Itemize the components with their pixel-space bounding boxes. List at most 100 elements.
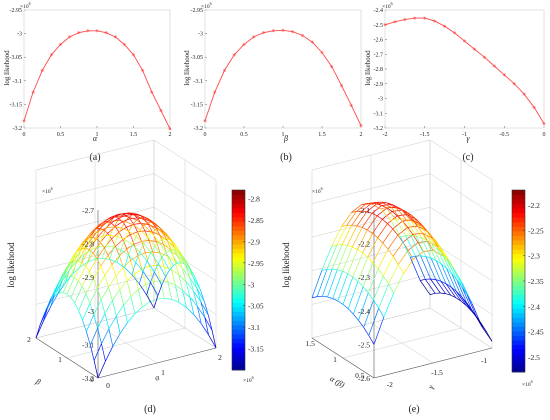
pe-colorbar-segment <box>512 340 525 346</box>
pe-mesh-line <box>373 317 385 345</box>
pe-colorbar-segment <box>512 240 525 245</box>
pe-mesh-line <box>321 268 328 271</box>
pe-mesh-line <box>461 296 467 304</box>
pd-colorbar-tick-label: -3.05 <box>248 302 264 311</box>
pe-mesh-line <box>390 207 402 220</box>
pe-colorbar-tick-label: -2.35 <box>528 277 544 286</box>
pd-mesh-line <box>137 231 142 242</box>
pe-colorbar-segment <box>512 262 525 268</box>
pe-mesh-line <box>352 252 364 278</box>
pe-mesh-line <box>486 332 493 342</box>
pd-mesh-line <box>200 301 209 316</box>
pd-mesh-line <box>107 255 113 265</box>
pd-mesh-line <box>100 255 109 267</box>
pd-mesh-line <box>157 256 163 264</box>
pd-mesh-line <box>170 249 176 262</box>
pe-mesh-line <box>391 211 398 217</box>
panel-e-caption: (e) <box>408 404 419 415</box>
pd-mesh-line <box>173 243 179 250</box>
pd-mesh-line <box>150 252 159 264</box>
pd-mesh-line <box>140 217 148 224</box>
panel-b-data-point <box>203 119 207 123</box>
pe-colorbar-segment <box>512 271 525 277</box>
pd-mesh-line <box>139 251 148 262</box>
pe-colorbar-segment <box>512 367 525 373</box>
pe-mesh-line <box>407 214 418 221</box>
pe-mesh-line <box>376 202 387 209</box>
pe-mesh-line <box>357 229 368 250</box>
pd-mesh-line <box>74 277 79 282</box>
pe-colorbar-segment <box>512 358 525 364</box>
pd-mesh-line <box>117 220 126 222</box>
pd-colorbar-segment <box>232 212 245 218</box>
pe-colorbar-segment <box>512 258 525 264</box>
panel-a-data-point <box>104 31 108 35</box>
pe-mesh-line <box>405 235 416 257</box>
panel-a-data-point <box>131 53 136 57</box>
pd-mesh-line <box>138 284 146 290</box>
svg-text:×106: ×106 <box>42 186 53 195</box>
pe-mesh-line <box>351 211 357 214</box>
panel-e-zlabel: log likehood <box>281 242 291 288</box>
pe-ztick-label: -2.6 <box>358 374 370 383</box>
pe-mesh-line <box>337 300 344 305</box>
pd-mesh-line <box>86 331 91 346</box>
pe-mesh-line <box>401 209 412 222</box>
pe-colorbar-segment <box>512 190 525 195</box>
pe-colorbar-tick-label: -2.2 <box>528 201 540 210</box>
pe-colorbar-segment <box>512 203 525 209</box>
pe-mesh-line <box>426 231 438 248</box>
pd-colorbar-segment <box>232 316 245 321</box>
pe-mesh-line <box>357 257 369 282</box>
pd-colorbar-segment <box>232 289 245 294</box>
svg-text:×106: ×106 <box>382 1 393 10</box>
pd-colorbar-tick-label: -2.8 <box>248 195 260 204</box>
panel-c-ytick-label: -3 <box>378 97 383 103</box>
pd-mesh-line <box>101 343 106 362</box>
pd-colorbar-segment <box>232 361 245 366</box>
pe-mesh-line <box>430 278 441 294</box>
pe-mesh-line <box>378 308 385 318</box>
pe-mesh-line <box>420 255 426 257</box>
pe-mesh-line <box>382 256 394 277</box>
pd-mesh-line <box>142 260 148 272</box>
pe-mesh-line <box>383 292 395 318</box>
panel-b-caption: (b) <box>280 152 292 163</box>
pe-mesh-line <box>392 220 403 230</box>
pe-mesh-line <box>401 209 407 213</box>
pe-colorbar-segment <box>512 276 525 282</box>
pd-mesh-line <box>193 314 202 325</box>
pe-mesh-line <box>421 226 428 232</box>
pe-mesh-line <box>471 310 477 318</box>
pd-mesh-line <box>141 269 147 285</box>
pd-mesh-line <box>188 267 194 274</box>
pd-mesh-line <box>111 264 117 277</box>
pe-colorbar-segment <box>512 294 525 300</box>
panel-c-data-point <box>423 16 427 20</box>
pd-mesh-line <box>111 231 120 240</box>
pd-mesh-line <box>136 213 141 216</box>
pd-mesh-line <box>89 271 94 280</box>
panel-a-ticks: -2.95 -3 -3.05 -3.1 -3.15 -3.20 0.5 1 1.5 2 <box>10 8 172 138</box>
pd-mesh-line <box>105 235 111 246</box>
pe-mesh-line <box>425 239 437 261</box>
pd-mesh-line <box>146 282 151 296</box>
pe-mesh-line <box>326 244 338 270</box>
pd-mesh-line <box>106 216 115 221</box>
panel-e-cbar-exponent-power: 6 <box>531 379 533 384</box>
panel-c-ytick-label: -2.8 <box>374 67 384 73</box>
pd-colorbar-segment <box>232 262 245 267</box>
pd-mesh-line <box>100 242 105 249</box>
pe-colorbar-segment <box>512 353 525 359</box>
pd-mesh-line <box>189 277 198 289</box>
pd-mesh-line <box>119 255 124 268</box>
pd-mesh-line <box>158 238 163 242</box>
pd-mesh-line <box>78 293 87 311</box>
pe-mesh-line <box>342 304 349 309</box>
pe-mesh-line <box>456 279 463 288</box>
pd-mesh-line <box>104 264 113 276</box>
pd-mesh-line <box>107 221 112 224</box>
pe-mesh-line <box>341 244 348 246</box>
pe-mesh-line <box>373 299 379 309</box>
pd-mesh-line <box>151 232 159 242</box>
